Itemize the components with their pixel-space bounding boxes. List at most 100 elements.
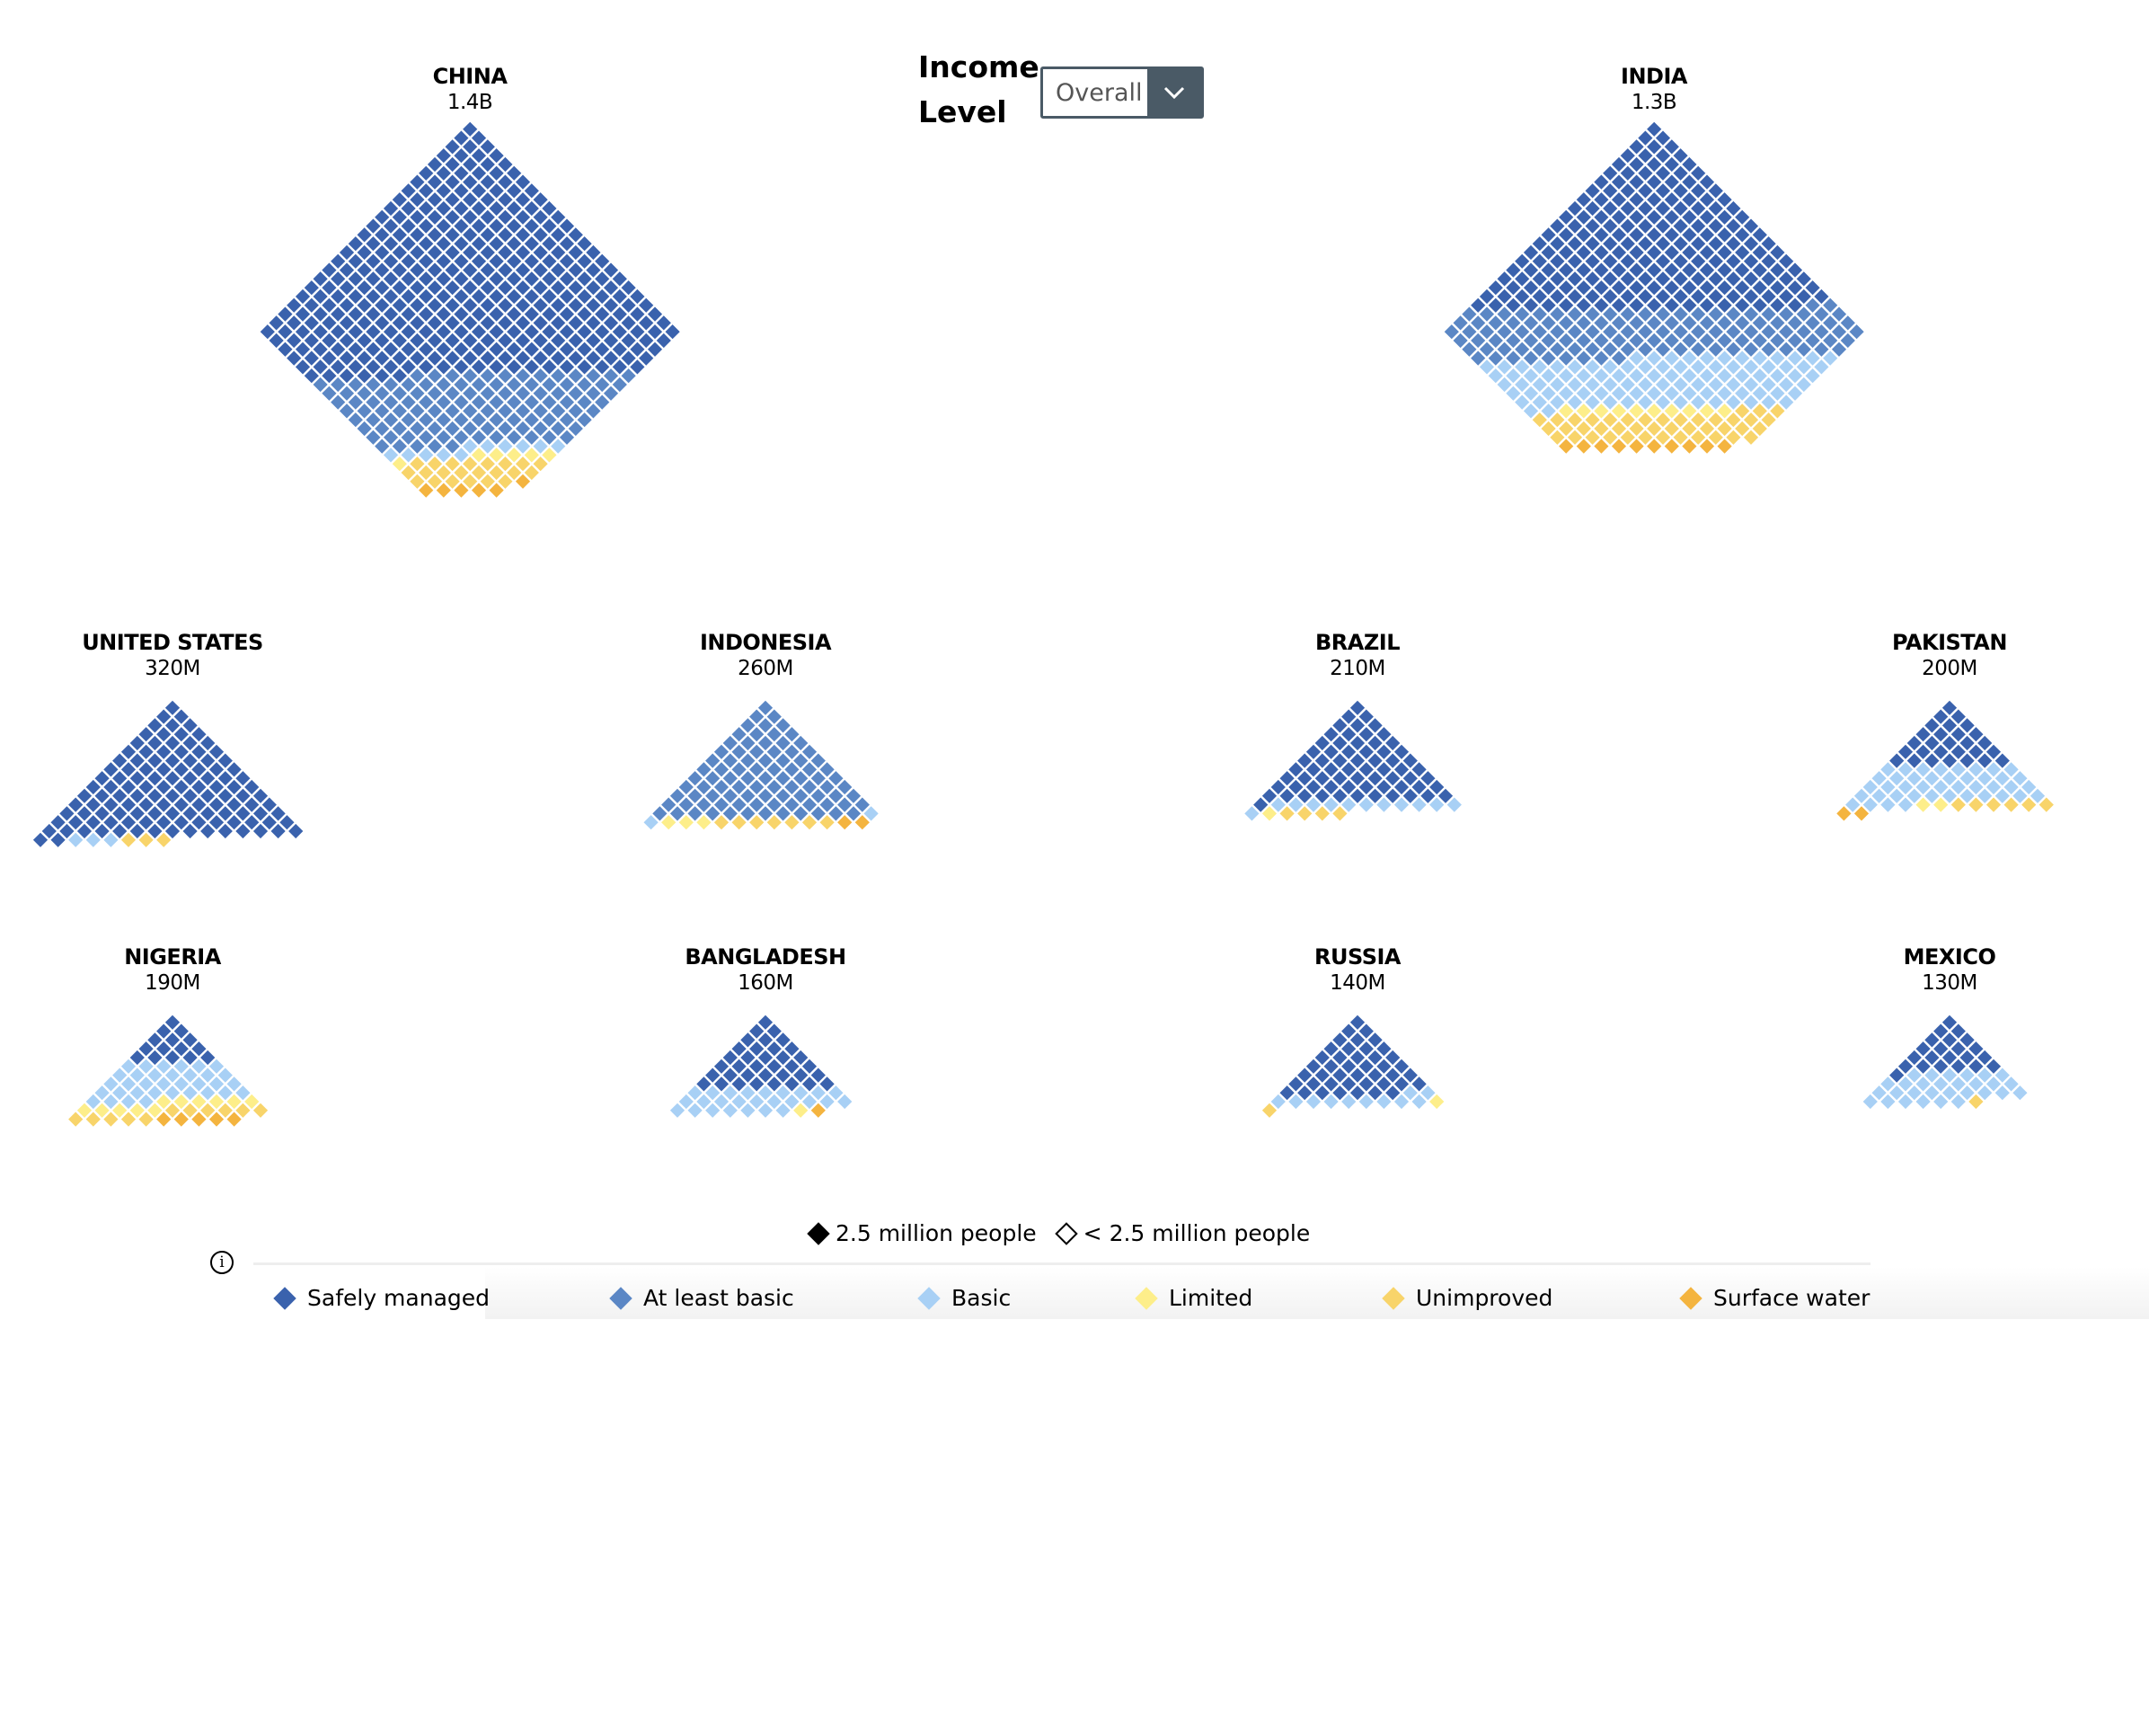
unit-cell-safely-managed: [1585, 288, 1600, 305]
unit-cell-at-least-basic: [559, 412, 574, 428]
unit-cell-safely-managed: [366, 306, 381, 322]
unit-cell-basic: [1726, 359, 1741, 375]
unit-cell-basic: [1906, 771, 1922, 786]
unit-cell-safely-managed: [1977, 1050, 1993, 1066]
unit-cell-safely-managed: [480, 209, 495, 225]
unit-cell-safely-managed: [559, 253, 574, 269]
unit-cell-unimproved: [410, 456, 425, 472]
unit-cell-safely-managed: [436, 200, 451, 217]
unit-cell-basic: [1924, 788, 1940, 803]
unit-cell-safely-managed: [454, 324, 469, 340]
unit-cell-safely-managed: [1611, 192, 1626, 208]
unit-cell-limited: [76, 1103, 93, 1118]
unit-cell-safely-managed: [339, 262, 354, 278]
unit-cell-safely-managed: [1941, 735, 1958, 751]
unit-cell-at-least-basic: [542, 394, 557, 410]
unit-cell-safely-managed: [1314, 1050, 1330, 1066]
unit-cell-safely-managed: [1761, 236, 1776, 252]
unit-cell-safely-managed: [1376, 1058, 1392, 1074]
unit-cell-at-least-basic: [1462, 324, 1477, 340]
unit-cell-safely-managed: [374, 280, 390, 296]
unit-cell-safely-managed: [1541, 262, 1556, 278]
unit-cell-safely-managed: [1629, 227, 1644, 243]
unit-cell-at-least-basic: [410, 403, 425, 419]
unit-cell-at-least-basic: [801, 744, 818, 759]
unit-cell-unimproved: [68, 1112, 84, 1127]
unit-cell-safely-managed: [1550, 288, 1565, 305]
unit-cell-safely-managed: [1261, 788, 1278, 803]
unit-cell-safely-managed: [1950, 709, 1966, 724]
unit-cell-limited: [489, 447, 504, 463]
unit-cell-safely-managed: [191, 727, 207, 742]
unit-cell-safely-managed: [793, 1067, 809, 1083]
unit-cell-basic: [801, 1094, 818, 1110]
unit-cell-safely-managed: [1411, 762, 1427, 777]
unit-cell-safely-managed: [1787, 280, 1802, 296]
unit-cell-at-least-basic: [401, 430, 416, 445]
unit-cell-safely-managed: [330, 324, 346, 340]
unit-cell-safely-managed: [1889, 753, 1905, 768]
unit-cell-safely-managed: [401, 271, 416, 287]
unit-cell-at-least-basic: [1840, 332, 1855, 349]
unit-cell-safely-managed: [568, 297, 583, 313]
unit-cell-safely-managed: [1367, 753, 1383, 768]
unit-cell-at-least-basic: [374, 403, 390, 419]
unit-cell-safely-managed: [330, 271, 346, 287]
unit-cell-at-least-basic: [1470, 315, 1486, 331]
unit-cell-safely-managed: [515, 262, 530, 278]
unit-cell-at-least-basic: [524, 412, 539, 428]
unit-cell-safely-managed: [696, 1076, 712, 1092]
unit-cell-at-least-basic: [568, 368, 583, 384]
unit-cell-at-least-basic: [696, 779, 712, 795]
unit-cell-safely-managed: [498, 227, 513, 243]
unit-cell-at-least-basic: [1761, 306, 1776, 322]
unit-cell-safely-managed: [524, 183, 539, 199]
info-icon[interactable]: i: [210, 1251, 234, 1274]
unit-cell-safely-managed: [1585, 183, 1600, 199]
unit-cell-basic: [837, 1094, 853, 1110]
unit-cell-safely-managed: [1341, 762, 1357, 777]
unit-cell-safely-managed: [542, 218, 557, 234]
unit-cell-at-least-basic: [1831, 324, 1846, 340]
unit-cell-safely-managed: [392, 262, 407, 278]
unit-cell-safely-managed: [164, 771, 181, 786]
unit-cell-safely-managed: [1314, 788, 1330, 803]
unit-cell-at-least-basic: [1822, 315, 1838, 331]
unit-cell-safely-managed: [313, 324, 328, 340]
unit-cell-safely-managed: [1279, 1085, 1295, 1101]
unit-cell-safely-managed: [489, 218, 504, 234]
unit-cell-safely-managed: [621, 350, 636, 366]
income-level-dropdown[interactable]: Overall: [1040, 66, 1204, 119]
unit-cell-basic: [740, 1085, 756, 1101]
unit-cell-safely-managed: [1655, 165, 1670, 181]
unit-cell-safely-managed: [1985, 744, 2002, 759]
unit-cell-at-least-basic: [418, 412, 434, 428]
unit-cell-basic: [1761, 376, 1776, 393]
unit-cell-safely-managed: [392, 192, 407, 208]
unit-cell-safely-managed: [392, 332, 407, 349]
unit-cell-at-least-basic: [401, 412, 416, 428]
unit-cell-safely-managed: [1906, 753, 1922, 768]
unit-cell-basic: [1655, 376, 1670, 393]
unit-cell-safely-managed: [261, 797, 277, 812]
unit-cell-safely-managed: [244, 779, 260, 795]
unit-cell-at-least-basic: [1743, 306, 1758, 322]
unit-cell-basic: [462, 438, 478, 454]
unit-cell-safely-managed: [713, 1076, 730, 1092]
unit-cell-safely-managed: [401, 359, 416, 375]
unit-cell-at-least-basic: [828, 806, 844, 821]
unit-cell-safely-managed: [401, 236, 416, 252]
unit-cell-basic: [1514, 359, 1530, 375]
unit-cell-safely-managed: [1682, 174, 1697, 190]
unit-cell-safely-managed: [630, 341, 645, 357]
unit-cell-at-least-basic: [705, 806, 721, 821]
unit-cell-basic: [1690, 359, 1706, 375]
unit-cell-at-least-basic: [427, 438, 442, 454]
country-label-china: CHINA 1.4B: [433, 63, 508, 115]
unit-cell-unimproved: [480, 456, 495, 472]
unit-cell-at-least-basic: [1620, 306, 1635, 322]
unit-cell-basic: [1796, 359, 1811, 375]
unit-cell-basic: [1752, 385, 1767, 401]
unit-cell-safely-managed: [1796, 288, 1811, 305]
unit-cell-unimproved: [524, 465, 539, 481]
